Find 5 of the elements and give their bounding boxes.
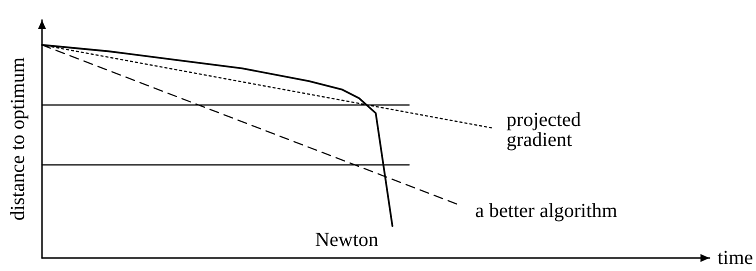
series-label: Newton: [315, 229, 378, 252]
series-label: a better algorithm: [475, 200, 618, 222]
y-axis-title: distance to optimum: [7, 56, 29, 221]
series-label: projected gradient: [506, 109, 586, 152]
x-axis-title: time: [717, 247, 754, 269]
